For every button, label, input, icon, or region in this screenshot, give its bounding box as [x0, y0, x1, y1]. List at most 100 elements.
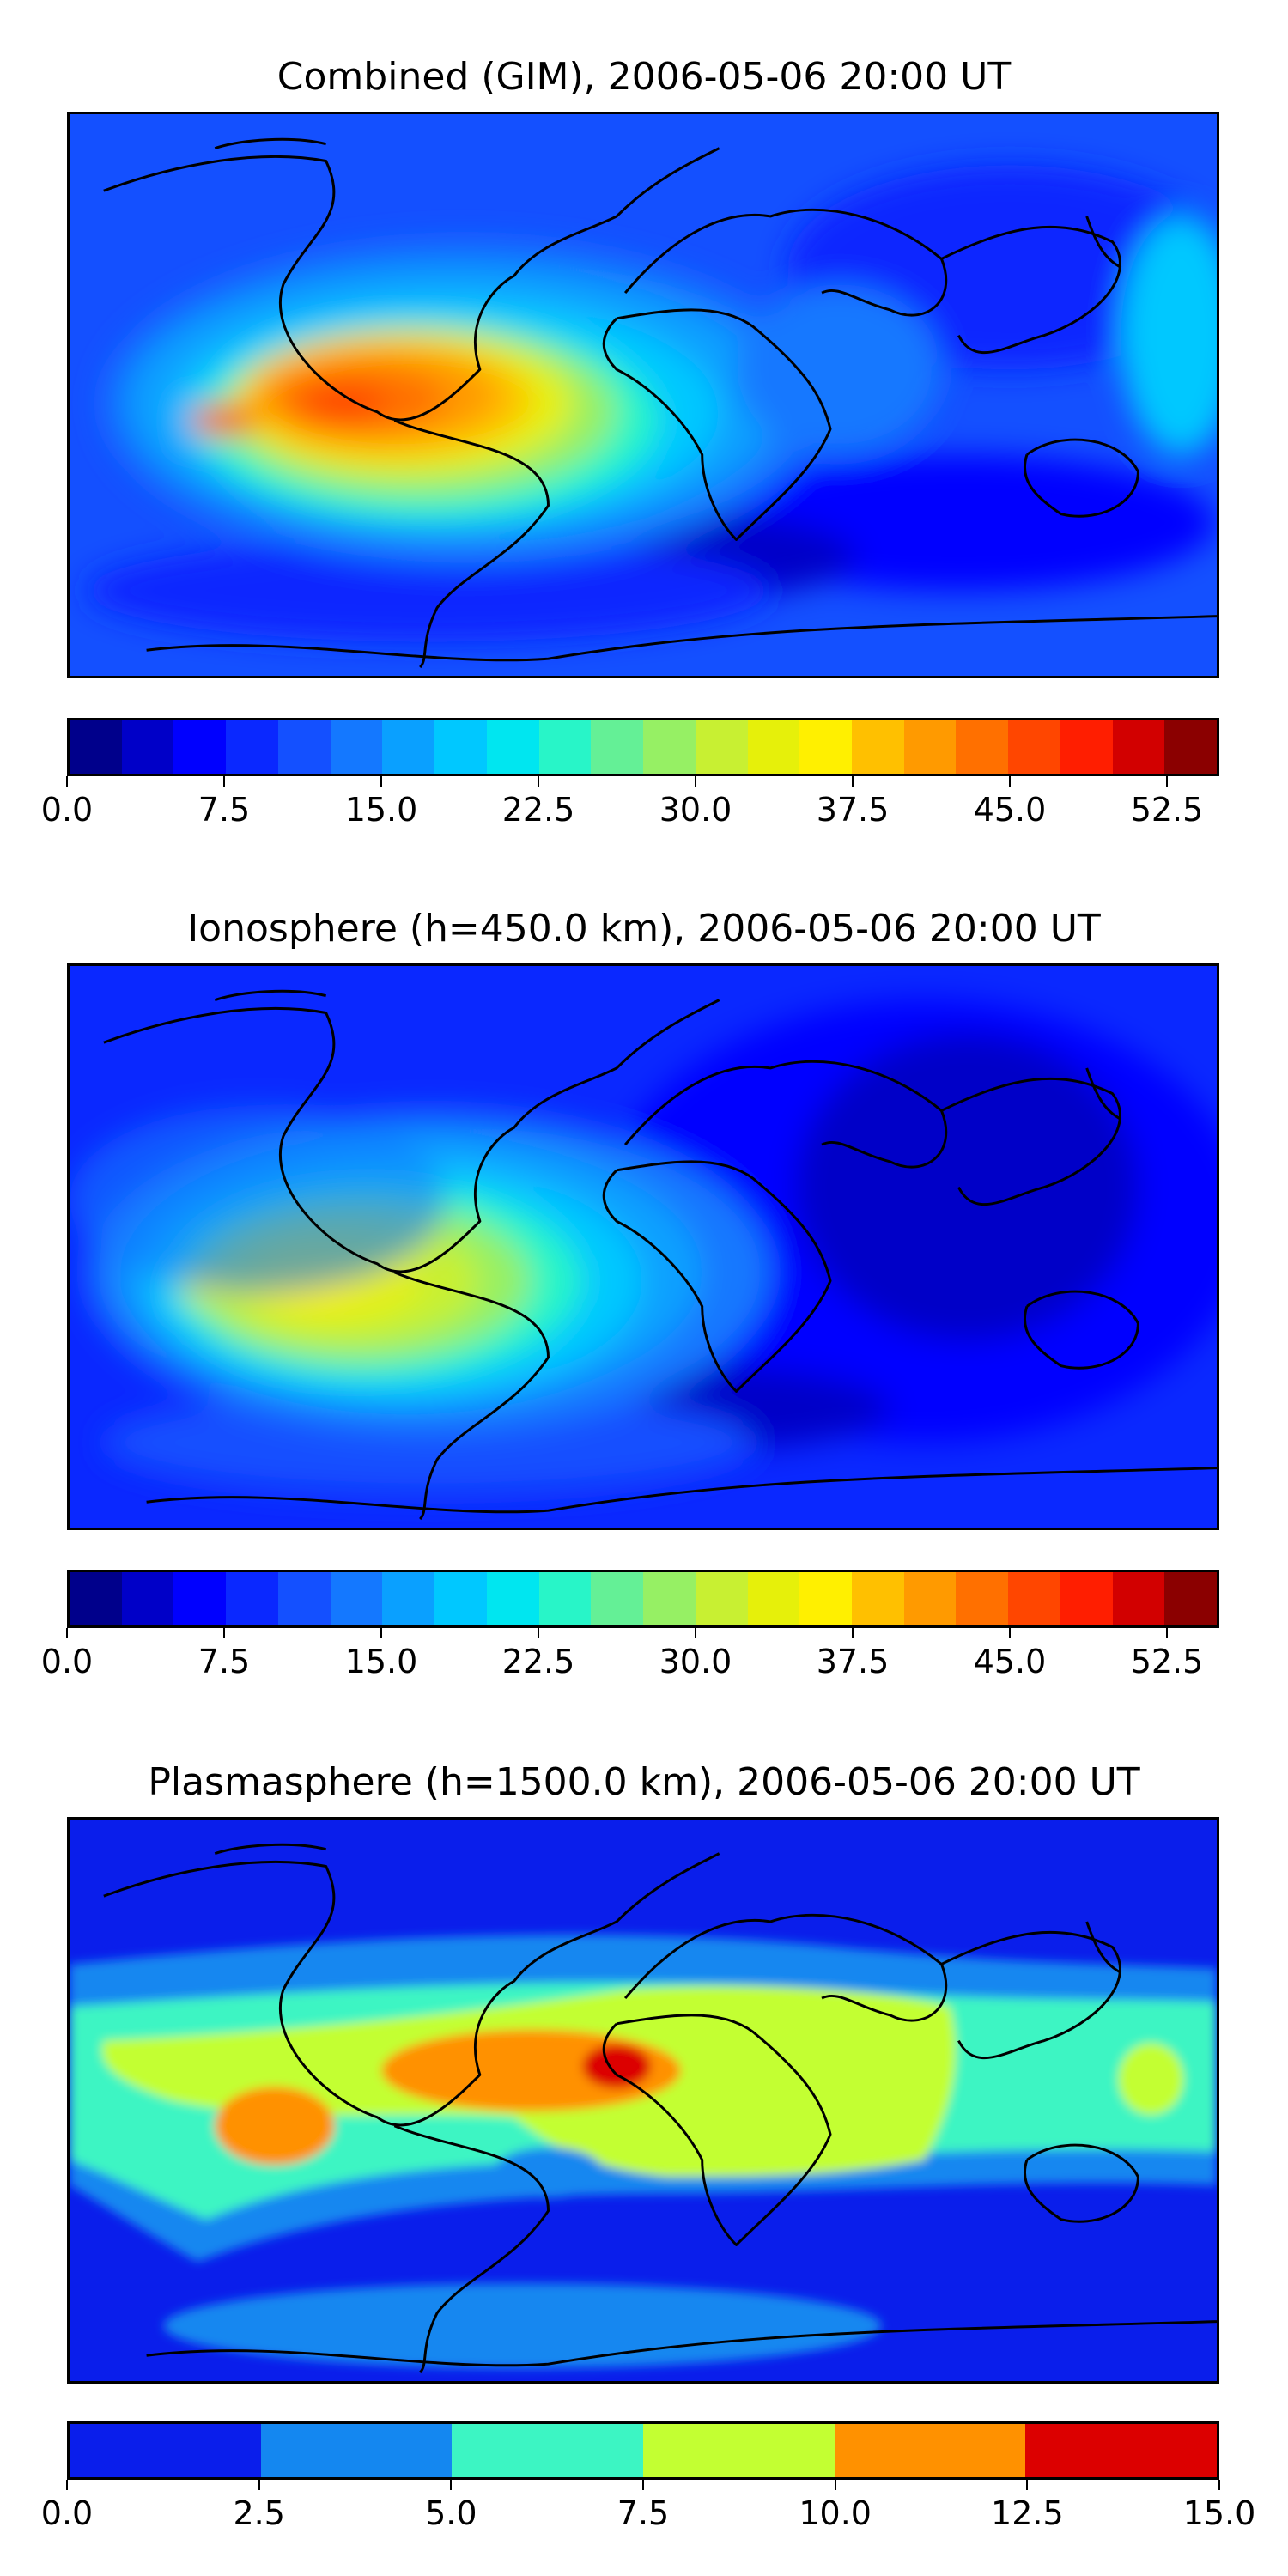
- colorbar-tick: [66, 2480, 68, 2490]
- ionosphere-colorbar-ticks: 0.0 7.5 15.0 22.5 30.0 37.5 45.0 52.5: [41, 1628, 1219, 1680]
- colorbar-tick: [1218, 2480, 1220, 2490]
- colorbar-segment: [173, 1572, 227, 1625]
- plasmasphere-colorbar: [67, 2421, 1219, 2480]
- colorbar-segment: [747, 720, 800, 774]
- combined-panel-title: Combined (GIM), 2006-05-06 20:00 UT: [276, 55, 1012, 99]
- colorbar-tick: [380, 776, 382, 787]
- colorbar-tick: [538, 776, 539, 787]
- colorbar-segment: [277, 1572, 331, 1625]
- colorbar-segment: [173, 720, 227, 774]
- colorbar-segment: [695, 1572, 748, 1625]
- colorbar-segment: [799, 720, 853, 774]
- colorbar-tick-label: 7.5: [197, 1643, 251, 1680]
- colorbar-segment: [1008, 1572, 1060, 1625]
- colorbar-segment: [486, 1572, 539, 1625]
- colorbar-tick-label: 37.5: [816, 1643, 890, 1680]
- colorbar-segment: [538, 1572, 592, 1625]
- colorbar-tick: [695, 776, 696, 787]
- colorbar-segment: [277, 720, 331, 774]
- colorbar-segment: [643, 2424, 835, 2477]
- colorbar-tick-label: 15.0: [1182, 2494, 1256, 2532]
- colorbar-segment: [591, 1572, 644, 1625]
- combined-gim-map: [67, 112, 1219, 678]
- colorbar-segment: [1112, 1572, 1165, 1625]
- colorbar-segment: [747, 1572, 800, 1625]
- colorbar-segment: [903, 720, 957, 774]
- colorbar-segment: [1060, 720, 1113, 774]
- colorbar-segment: [538, 720, 592, 774]
- colorbar-segment: [70, 1572, 122, 1625]
- ionosphere-colorbar: [67, 1570, 1219, 1628]
- colorbar-tick-label: 22.5: [501, 791, 575, 829]
- colorbar-tick-label: 7.5: [197, 791, 251, 829]
- colorbar-segment: [434, 720, 487, 774]
- colorbar-segment: [591, 720, 644, 774]
- colorbar-segment: [330, 1572, 383, 1625]
- colorbar-segment: [956, 720, 1009, 774]
- colorbar-tick-label: 15.0: [344, 1643, 418, 1680]
- colorbar-tick-label: 37.5: [816, 791, 890, 829]
- colorbar-segment: [226, 1572, 278, 1625]
- colorbar-segment: [695, 720, 748, 774]
- colorbar-tick: [642, 2480, 644, 2490]
- colorbar-segment: [956, 1572, 1009, 1625]
- colorbar-segment: [1060, 1572, 1113, 1625]
- colorbar-segment: [70, 2424, 261, 2477]
- ionosphere-map: [67, 963, 1219, 1530]
- colorbar-segment: [121, 720, 174, 774]
- colorbar-segment: [382, 1572, 435, 1625]
- colorbar-tick-label: 7.5: [617, 2494, 670, 2532]
- colorbar-segment: [1008, 720, 1060, 774]
- ionosphere-panel-title: Ionosphere (h=450.0 km), 2006-05-06 20:0…: [187, 907, 1101, 951]
- plasmasphere-colorbar-ticks: 0.0 2.5 5.0 7.5 10.0 12.5 15.0: [41, 2480, 1255, 2532]
- colorbar-segment: [643, 720, 696, 774]
- colorbar-segment: [852, 1572, 904, 1625]
- colorbar-tick: [66, 776, 68, 787]
- colorbar-segment: [434, 1572, 487, 1625]
- colorbar-segment: [834, 2424, 1026, 2477]
- colorbar-segment: [903, 1572, 957, 1625]
- colorbar-tick-label: 22.5: [501, 1643, 575, 1680]
- colorbar-tick-label: 45.0: [973, 791, 1047, 829]
- colorbar-segment: [330, 720, 383, 774]
- colorbar-segment: [382, 720, 435, 774]
- colorbar-tick: [834, 2480, 836, 2490]
- colorbar-segment: [799, 1572, 853, 1625]
- colorbar-tick: [852, 776, 854, 787]
- combined-colorbar: [67, 718, 1219, 776]
- colorbar-tick: [1009, 1628, 1011, 1638]
- colorbar-tick: [66, 1628, 68, 1638]
- colorbar-segment: [452, 2424, 644, 2477]
- colorbar-tick-label: 30.0: [659, 1643, 732, 1680]
- colorbar-tick: [258, 2480, 260, 2490]
- colorbar-tick-label: 10.0: [799, 2494, 872, 2532]
- colorbar-tick-label: 12.5: [991, 2494, 1064, 2532]
- colorbar-tick-label: 0.0: [40, 1643, 94, 1680]
- colorbar-tick-label: 52.5: [1130, 1643, 1204, 1680]
- colorbar-tick: [450, 2480, 453, 2490]
- colorbar-tick: [1026, 2480, 1029, 2490]
- colorbar-tick: [1166, 1628, 1168, 1638]
- colorbar-tick: [695, 1628, 696, 1638]
- colorbar-tick-label: 45.0: [973, 1643, 1047, 1680]
- colorbar-tick-label: 52.5: [1130, 791, 1204, 829]
- colorbar-segment: [121, 1572, 174, 1625]
- colorbar-segment: [260, 2424, 453, 2477]
- colorbar-tick: [1009, 776, 1011, 787]
- colorbar-tick-label: 0.0: [40, 2494, 94, 2532]
- colorbar-segment: [1025, 2424, 1218, 2477]
- colorbar-tick: [380, 1628, 382, 1638]
- colorbar-tick-label: 30.0: [659, 791, 732, 829]
- colorbar-tick-label: 2.5: [233, 2494, 285, 2532]
- colorbar-segment: [852, 720, 904, 774]
- colorbar-segment: [1112, 720, 1165, 774]
- combined-colorbar-ticks: 0.0 7.5 15.0 22.5 30.0 37.5 45.0 52.5: [41, 776, 1219, 829]
- plasmasphere-panel-title: Plasmasphere (h=1500.0 km), 2006-05-06 2…: [148, 1760, 1140, 1804]
- colorbar-tick-label: 0.0: [40, 791, 94, 829]
- colorbar-tick: [223, 1628, 225, 1638]
- plasmasphere-map: [67, 1817, 1219, 2384]
- colorbar-segment: [70, 720, 122, 774]
- colorbar-tick-label: 5.0: [425, 2494, 477, 2532]
- colorbar-tick: [1166, 776, 1168, 787]
- colorbar-segment: [643, 1572, 696, 1625]
